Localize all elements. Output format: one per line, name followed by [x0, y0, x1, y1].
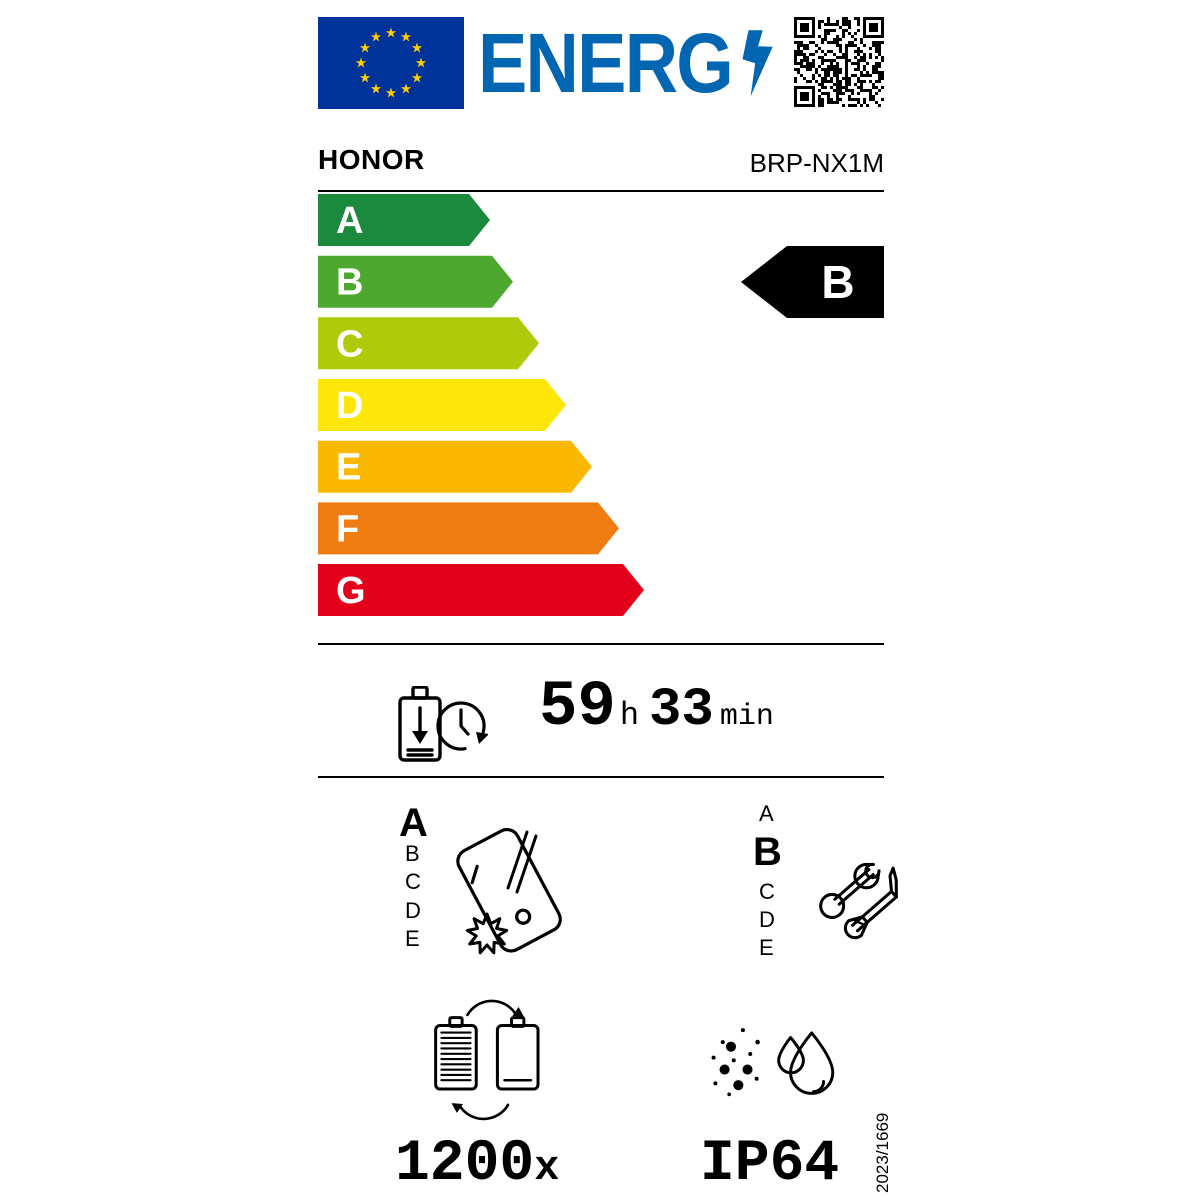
svg-text:F: F — [336, 508, 359, 550]
svg-text:B: B — [821, 256, 854, 308]
svg-text:C: C — [336, 323, 363, 365]
svg-text:ENERG: ENERG — [478, 16, 732, 110]
svg-text:D: D — [336, 385, 363, 427]
svg-text:A: A — [336, 200, 363, 242]
svg-text:G: G — [336, 570, 366, 612]
svg-text:E: E — [336, 447, 361, 489]
svg-text:B: B — [336, 262, 363, 304]
